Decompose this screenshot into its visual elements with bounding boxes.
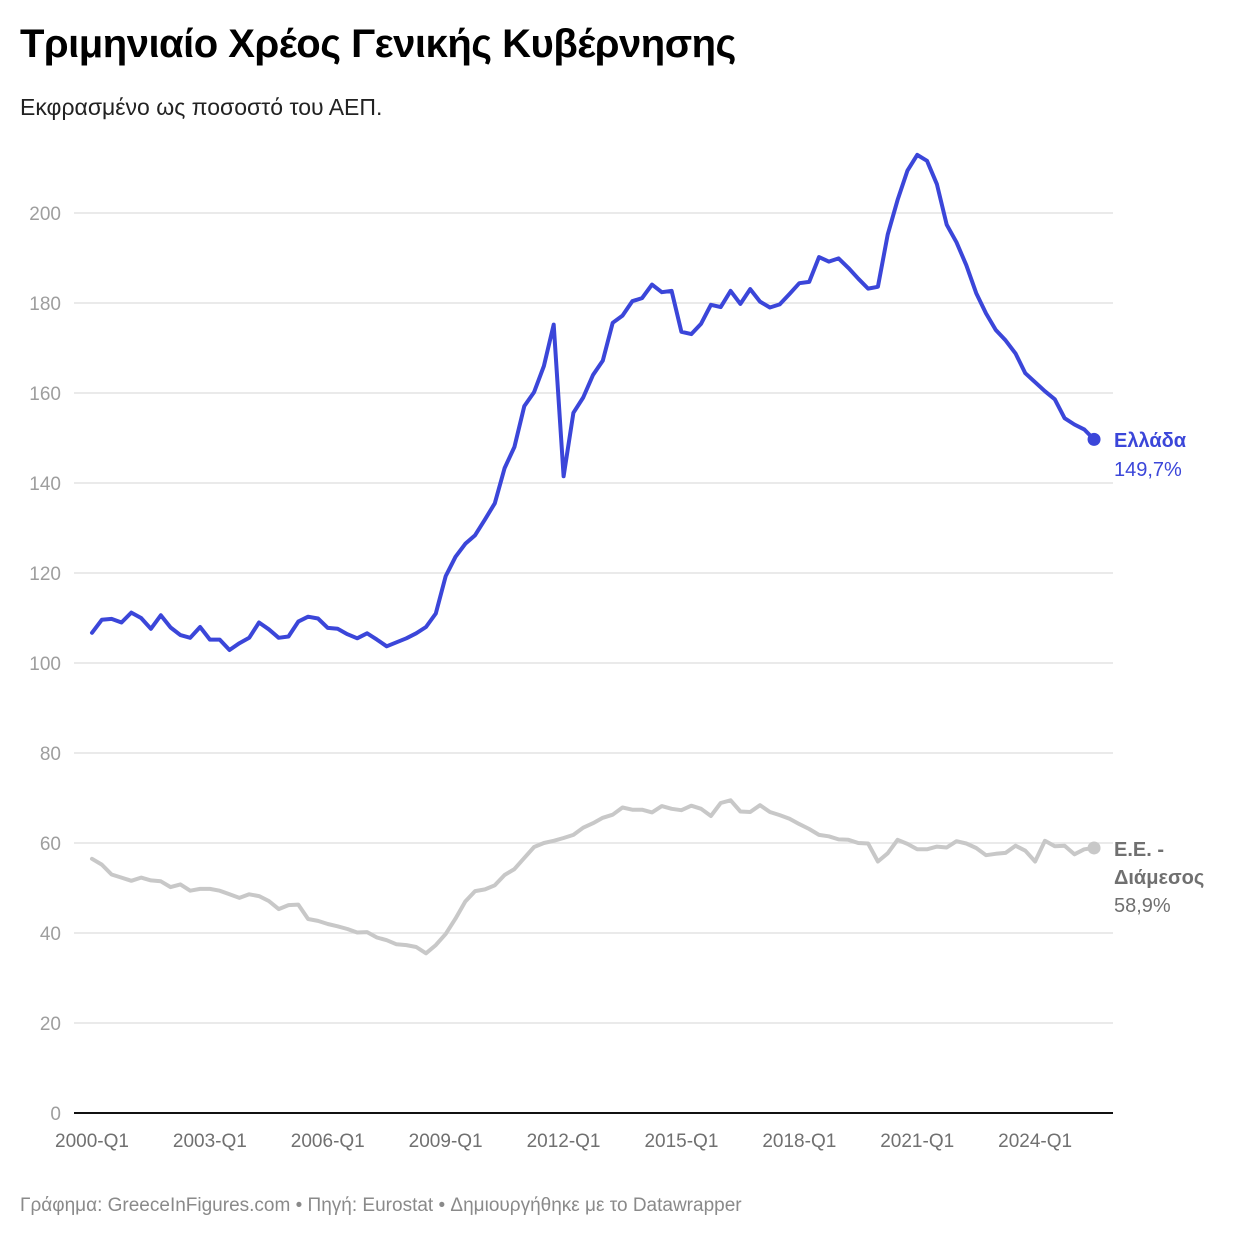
eu-end-value: 58,9% [1114,895,1171,917]
eu-series-label-line2: Διάμεσος [1114,867,1204,889]
x-tick-label: 2015-Q1 [644,1131,718,1152]
y-tick-label: 140 [29,474,61,495]
x-tick-label: 2006-Q1 [291,1131,365,1152]
x-tick-label: 2012-Q1 [527,1131,601,1152]
eu-series-label-line1: Ε.Ε. - [1114,839,1164,861]
x-tick-label: 2018-Q1 [762,1131,836,1152]
chart-title: Τριμηνιαίο Χρέος Γενικής Κυβέρνησης [20,22,736,66]
x-tick-label: 2000-Q1 [55,1131,129,1152]
x-tick-label: 2003-Q1 [173,1131,247,1152]
y-tick-label: 0 [50,1104,61,1125]
y-tick-label: 80 [40,744,61,765]
x-axis-ticks: 2000-Q1 2003-Q1 2006-Q1 2009-Q1 2012-Q1 2015-… [55,1131,1072,1152]
eu-median-line [90,798,1096,956]
eu-median-end-dot [1087,841,1101,855]
greece-line [90,152,1096,652]
greece-end-value: 149,7% [1114,459,1182,481]
x-tick-label: 2009-Q1 [409,1131,483,1152]
y-tick-label: 40 [40,924,61,945]
y-tick-label: 120 [29,564,61,585]
x-tick-label: 2024-Q1 [998,1131,1072,1152]
x-tick-label: 2021-Q1 [880,1131,954,1152]
y-tick-label: 60 [40,834,61,855]
greece-series-label: Ελλάδα [1114,430,1187,452]
greece-end-dot [1087,432,1101,446]
gridlines [74,212,1113,1024]
y-tick-label: 100 [29,654,61,675]
chart-footer-credits: Γράφημα: GreeceInFigures.com • Πηγή: Eur… [20,1195,742,1216]
y-tick-label: 200 [29,204,61,225]
y-tick-label: 180 [29,294,61,315]
y-tick-label: 160 [29,384,61,405]
y-axis-ticks: 0 20 40 60 80 100 120 140 160 180 200 [29,204,61,1125]
y-tick-label: 20 [40,1014,61,1035]
chart-subtitle: Εκφρασμένο ως ποσοστό του ΑΕΠ. [20,94,383,120]
